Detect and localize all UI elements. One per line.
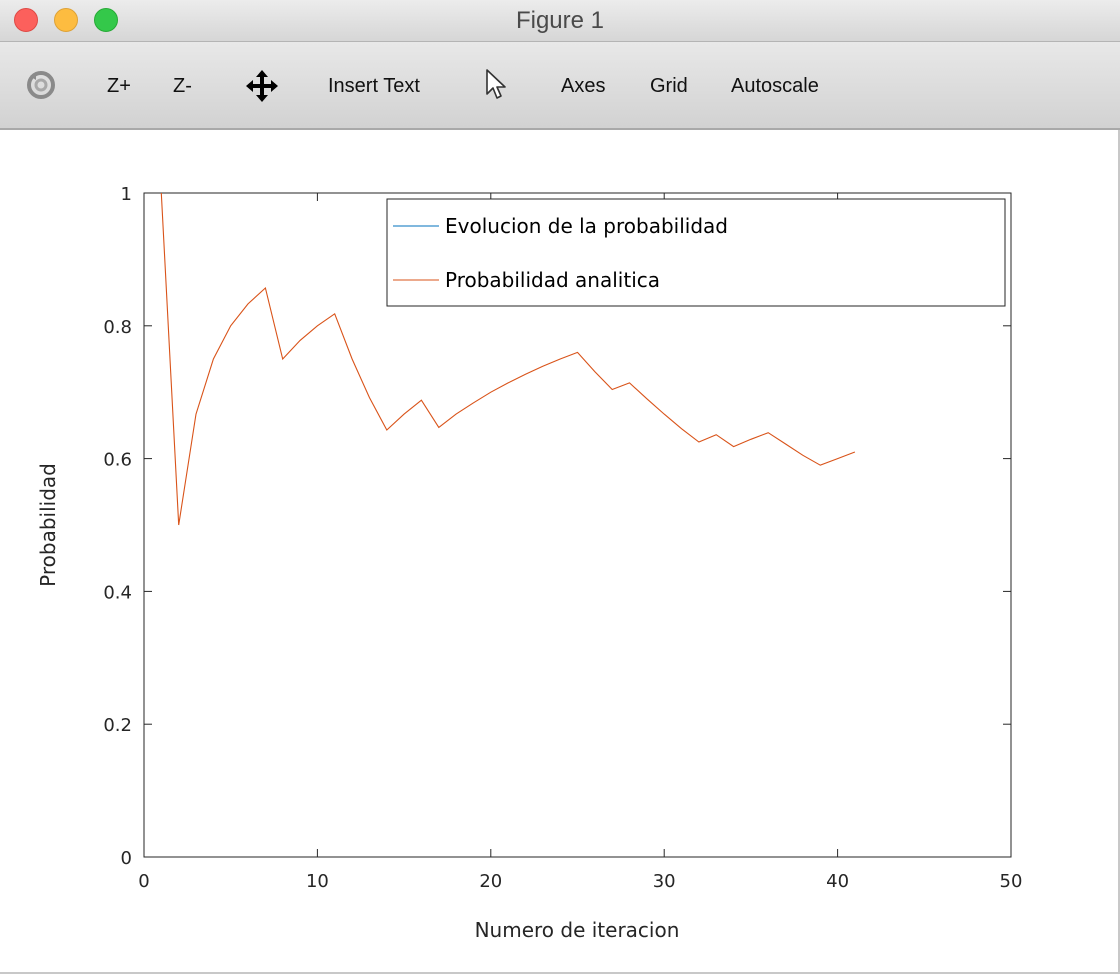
- x-axis-label: Numero de iteracion: [475, 918, 680, 942]
- y-tick-label: 0.2: [103, 715, 132, 736]
- x-tick-label: 40: [826, 871, 849, 892]
- zoom-out-button[interactable]: Z-: [173, 75, 192, 97]
- legend-label-series-1: Evolucion de la probabilidad: [445, 214, 728, 238]
- y-tick-label: 0.8: [103, 317, 132, 338]
- pointer-arrow-icon[interactable]: [484, 68, 508, 102]
- x-tick-label: 0: [138, 871, 149, 892]
- axes-button[interactable]: Axes: [561, 75, 606, 97]
- autoscale-button[interactable]: Autoscale: [731, 75, 819, 97]
- x-tick-label: 30: [653, 871, 676, 892]
- line-chart[interactable]: 0 10 20 30 40 50 0 0.2 0.4 0.6 0.8 1 Numero de iter…: [0, 130, 1118, 972]
- x-tick-label: 10: [306, 871, 329, 892]
- grid-button[interactable]: Grid: [650, 75, 688, 97]
- series-line-2: [160, 192, 856, 526]
- y-axis-label: Probabilidad: [36, 463, 60, 587]
- series-lines: [160, 192, 856, 526]
- x-tick-label: 50: [1000, 871, 1023, 892]
- minimize-window-button[interactable]: [54, 8, 78, 32]
- legend[interactable]: Evolucion de la probabilidad Probabilida…: [386, 198, 1006, 307]
- zoom-in-button[interactable]: Z+: [107, 75, 131, 97]
- figure-toolbar: Z+ Z- Insert Text Axes Grid Autoscale: [0, 42, 1120, 130]
- y-tick-label: 1: [121, 184, 132, 205]
- y-tick-label: 0: [121, 848, 132, 869]
- y-tick-label: 0.6: [103, 450, 132, 471]
- legend-box: [386, 198, 1006, 307]
- rotate-icon[interactable]: [24, 68, 58, 102]
- axis-ticks: 0 10 20 30 40 50 0 0.2 0.4 0.6 0.8 1: [103, 184, 1022, 892]
- legend-label-series-2: Probabilidad analitica: [445, 268, 660, 292]
- window-title: Figure 1: [515, 7, 605, 34]
- insert-text-button[interactable]: Insert Text: [328, 75, 420, 97]
- figure-canvas[interactable]: 0 10 20 30 40 50 0 0.2 0.4 0.6 0.8 1 Numero de iter…: [0, 130, 1120, 974]
- x-tick-label: 20: [479, 871, 502, 892]
- close-window-button[interactable]: [14, 8, 38, 32]
- maximize-window-button[interactable]: [94, 8, 118, 32]
- pan-arrows-icon[interactable]: [244, 68, 280, 104]
- y-tick-label: 0.4: [103, 582, 132, 603]
- title-bar: Figure 1: [0, 0, 1120, 42]
